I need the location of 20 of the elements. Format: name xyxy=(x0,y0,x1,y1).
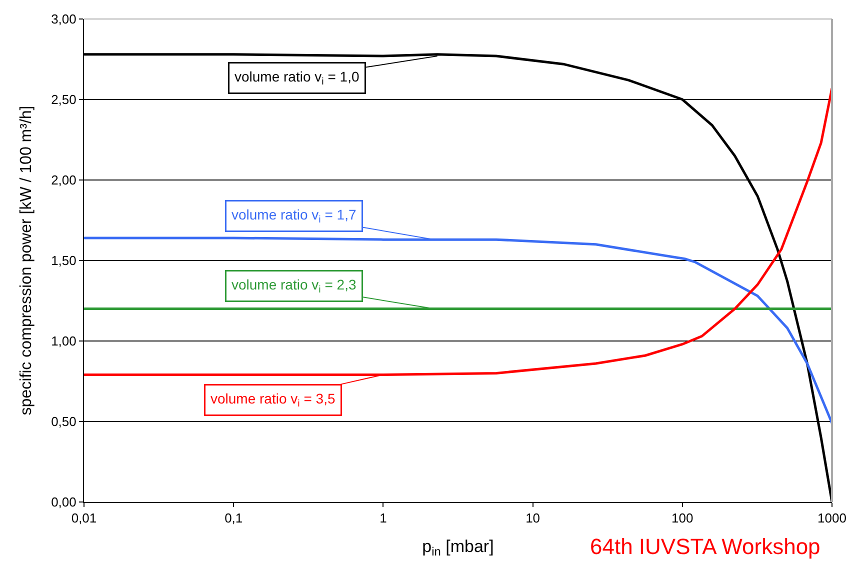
x-tick-label: 1 xyxy=(380,510,387,526)
annotation: volume ratio v$_{i}$ = 1,7 xyxy=(232,206,356,226)
annotation: volume ratio v$_{i}$ = 2,3 xyxy=(232,276,356,296)
y-tick-label: 0,00 xyxy=(51,494,76,510)
y-tick-label: 1,50 xyxy=(51,253,76,268)
y-tick-label: 2,00 xyxy=(51,172,76,188)
y-tick-label: 1,00 xyxy=(51,334,76,349)
y-tick-label: 3,00 xyxy=(51,12,76,27)
y-tick-label: 0,50 xyxy=(51,414,76,430)
x-tick-label: 1000 xyxy=(818,510,846,526)
y-axis-title: specific compression power [kW / 100 m³/h] xyxy=(18,106,35,416)
x-axis-title: p$_{in}$ [mbar] xyxy=(422,537,494,559)
annotation: volume ratio v$_{i}$ = 1,0 xyxy=(234,68,360,88)
x-tick-label: 0,01 xyxy=(71,510,97,526)
x-tick-label: 10 xyxy=(526,510,540,526)
y-tick-label: 2,50 xyxy=(51,92,76,108)
x-tick-label: 0,1 xyxy=(224,510,243,526)
text: 64th IUVSTA Workshop xyxy=(590,534,820,559)
annotation: volume ratio v$_{i}$ = 3,5 xyxy=(210,390,336,410)
x-tick-label: 100 xyxy=(672,510,694,526)
